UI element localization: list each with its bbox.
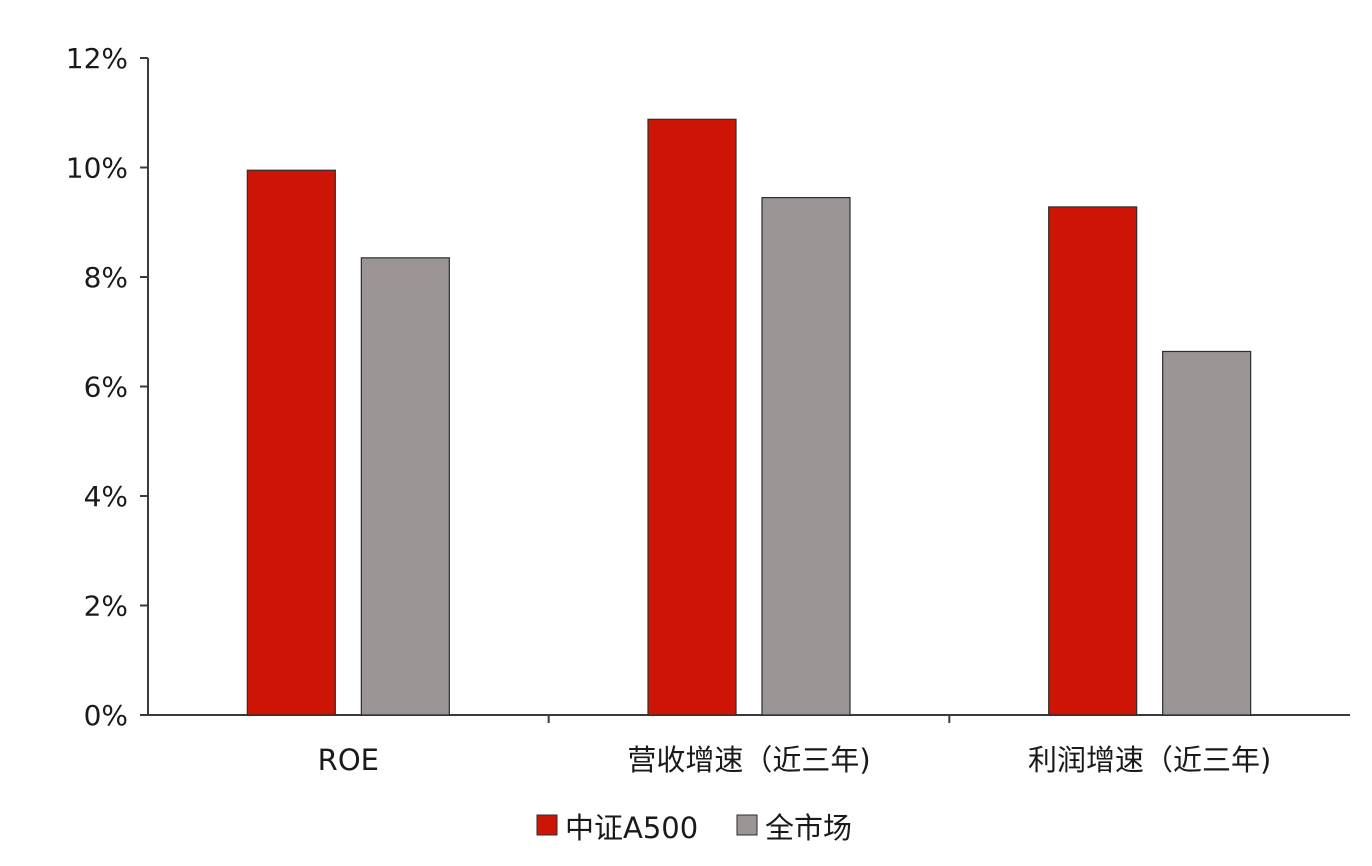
legend-label: 中证A500 — [565, 811, 698, 845]
legend: 中证A500 全市场 — [536, 811, 852, 845]
legend-swatch — [736, 814, 758, 836]
bar-whole-market-2 — [1162, 350, 1252, 716]
labels-layer: 0% 2% 4% 6% 8% 10% 12% ROE 营收增速（近三年) 利润增速（近三年) — [66, 42, 1272, 777]
bar-csi-a500-1 — [647, 118, 737, 716]
legend-label: 全市场 — [765, 811, 852, 845]
axes-layer — [140, 57, 1350, 723]
x-category-label: ROE — [318, 743, 379, 777]
x-category-label: 利润增速（近三年) — [1028, 743, 1271, 777]
bar-csi-a500-0 — [246, 169, 336, 716]
bar-whole-market-0 — [360, 257, 450, 716]
y-tick-label: 2% — [84, 590, 128, 623]
y-tick-label: 0% — [84, 699, 128, 732]
y-tick-label: 12% — [66, 42, 128, 75]
y-tick-label: 6% — [84, 371, 128, 404]
x-category-label: 营收增速（近三年) — [627, 743, 870, 777]
legend-swatch — [536, 814, 558, 836]
y-tick-label: 4% — [84, 480, 128, 513]
bar-whole-market-1 — [761, 197, 851, 716]
y-tick-label: 8% — [84, 261, 128, 294]
y-tick-label: 10% — [66, 152, 128, 185]
bars-layer — [246, 118, 1252, 716]
bar-csi-a500-2 — [1048, 206, 1138, 716]
